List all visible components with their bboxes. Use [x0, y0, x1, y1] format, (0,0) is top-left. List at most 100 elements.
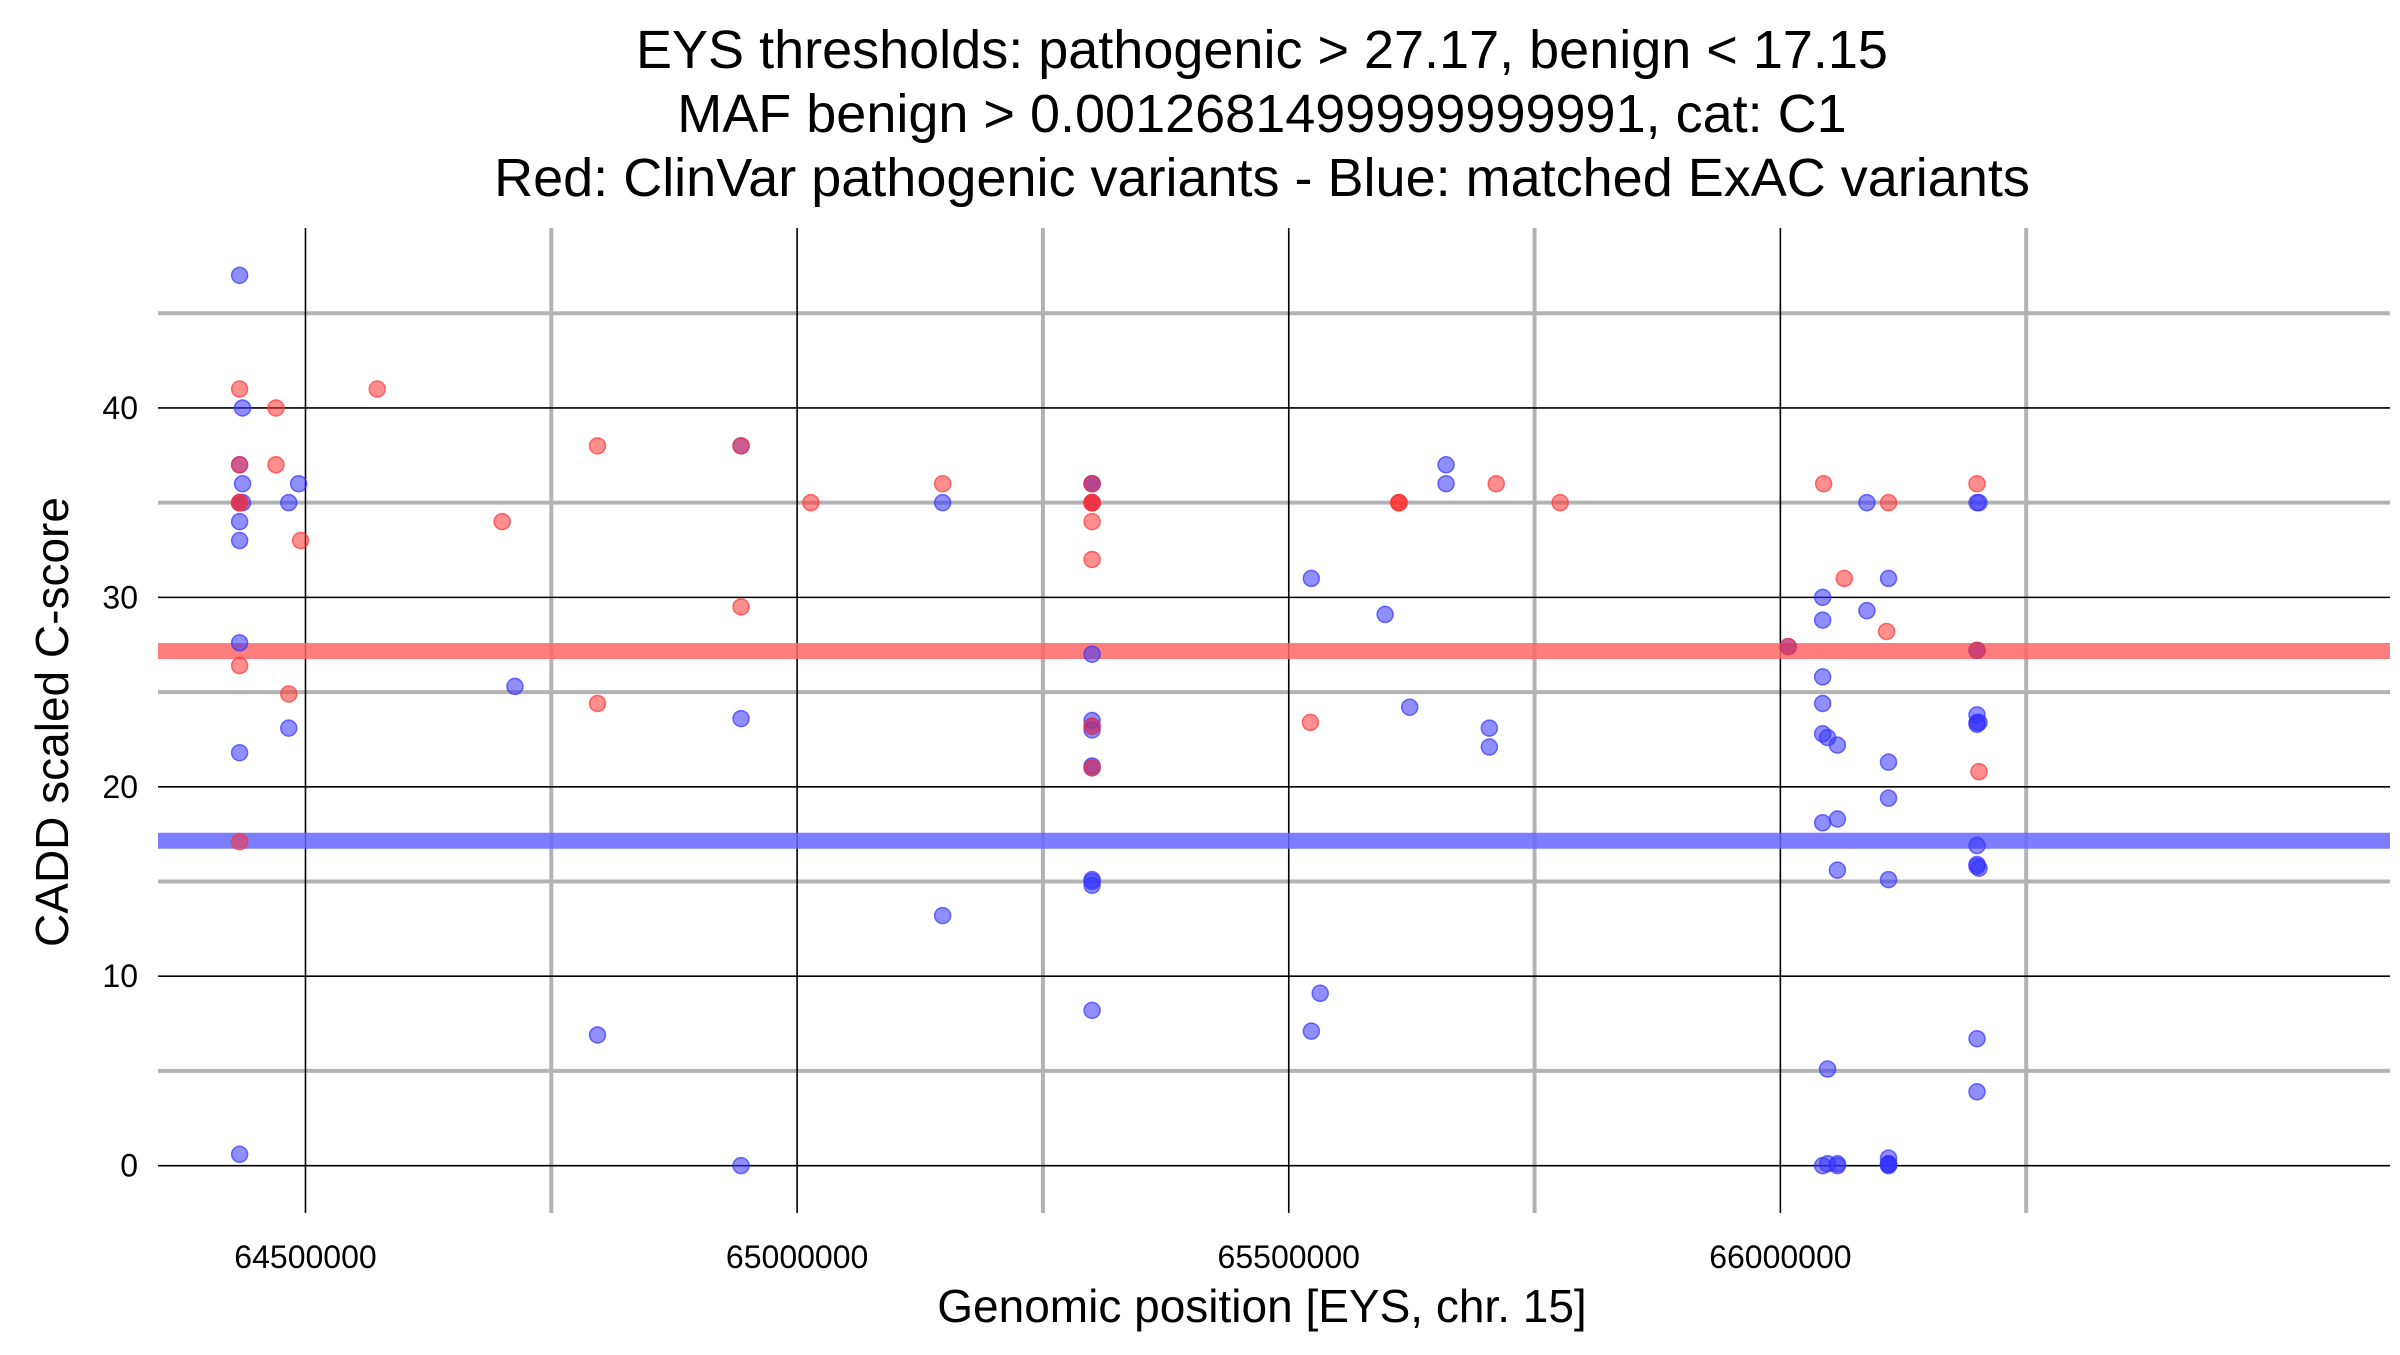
data-point-series-1 — [1879, 870, 1898, 889]
data-point-series-1 — [280, 493, 298, 512]
data-point-series-2 — [1779, 637, 1797, 656]
tick-labels-layer: 64500000 65000000 65500000 66000000 0 10 20 30 4… — [102, 390, 1851, 1275]
data-point-series-2 — [230, 493, 249, 512]
data-point-series-1 — [230, 266, 249, 285]
data-point-series-1 — [233, 474, 252, 493]
data-point-series-1 — [230, 531, 249, 550]
data-point-series-2 — [368, 380, 387, 398]
data-point-series-1 — [1813, 694, 1832, 713]
data-point-series-2 — [1083, 759, 1101, 777]
data-point-series-2 — [1835, 569, 1854, 588]
data-point-series-1 — [732, 1156, 750, 1175]
data-point-series-1 — [588, 1026, 607, 1044]
chart-title-line-1: EYS thresholds: pathogenic > 27.17, beni… — [636, 20, 1888, 80]
data-point-series-1 — [1968, 1083, 1986, 1101]
data-point-series-1 — [1083, 872, 1101, 891]
data-point-series-1 — [1083, 645, 1101, 663]
data-point-series-1 — [1968, 836, 1986, 855]
data-point-series-1 — [1302, 1022, 1321, 1040]
data-point-series-1 — [1858, 493, 1876, 512]
data-point-series-1 — [1879, 753, 1898, 771]
data-point-series-1 — [230, 634, 249, 652]
data-point-series-2 — [732, 598, 750, 616]
data-point-series-1 — [1970, 859, 1988, 877]
data-point-series-1 — [230, 512, 249, 531]
data-point-series-2 — [588, 694, 607, 713]
data-point-series-1 — [506, 677, 524, 696]
data-point-series-2 — [291, 531, 310, 550]
grid-layer — [158, 228, 2390, 1213]
data-point-series-1 — [732, 709, 750, 728]
data-point-series-2 — [267, 456, 285, 474]
data-point-series-1 — [1879, 1155, 1898, 1173]
data-point-series-2 — [267, 399, 285, 417]
y-tick-label: 10 — [102, 958, 138, 994]
data-point-series-2 — [230, 380, 249, 398]
y-tick-label: 20 — [102, 769, 138, 805]
data-point-series-2 — [1879, 493, 1898, 512]
data-point-series-1 — [1828, 810, 1847, 828]
data-point-series-2 — [1970, 762, 1988, 781]
data-point-series-1 — [1813, 814, 1832, 832]
data-point-series-1 — [1480, 738, 1499, 756]
chart-title-line-2: MAF benign > 0.0012681499999999991, cat:… — [677, 84, 1846, 144]
data-point-series-2 — [1083, 717, 1101, 735]
data-point-series-1 — [230, 743, 249, 762]
data-point-series-1 — [1813, 668, 1832, 686]
data-point-series-2 — [1487, 474, 1505, 493]
data-point-series-2 — [933, 474, 952, 493]
x-axis-label: Genomic position [EYS, chr. 15] — [937, 1280, 1586, 1332]
data-point-series-1 — [230, 1145, 249, 1164]
data-point-series-2 — [588, 437, 607, 455]
data-point-series-2 — [732, 437, 750, 455]
data-point-series-2 — [1083, 512, 1101, 531]
data-point-series-1 — [1083, 1001, 1101, 1020]
data-point-series-2 — [1083, 474, 1101, 493]
data-point-series-1 — [1302, 569, 1321, 588]
data-point-series-1 — [1437, 474, 1455, 493]
data-point-series-2 — [1877, 622, 1896, 641]
data-point-series-2 — [1551, 493, 1569, 512]
data-point-series-1 — [1818, 1060, 1837, 1078]
data-point-series-1 — [1828, 736, 1847, 754]
data-point-series-1 — [1968, 1029, 1986, 1048]
data-point-series-2 — [1083, 550, 1101, 569]
y-tick-label: 40 — [102, 390, 138, 426]
data-point-series-2 — [493, 512, 511, 531]
data-point-series-1 — [1480, 719, 1499, 737]
y-tick-label: 0 — [120, 1148, 138, 1184]
data-point-series-2 — [280, 685, 298, 703]
data-point-series-1 — [1828, 861, 1847, 879]
data-point-series-1 — [1879, 789, 1898, 807]
data-point-series-1 — [933, 906, 952, 925]
data-point-series-1 — [1311, 984, 1329, 1003]
data-point-series-1 — [1400, 698, 1419, 716]
y-axis-label: CADD scaled C-score — [26, 497, 78, 947]
y-tick-label: 30 — [102, 579, 138, 615]
data-point-series-1 — [233, 399, 252, 417]
data-point-series-2 — [1083, 493, 1101, 512]
data-point-series-1 — [1828, 1156, 1847, 1175]
data-point-series-1 — [1813, 588, 1832, 607]
threshold-layer — [158, 642, 2390, 849]
data-point-series-1 — [1813, 611, 1832, 629]
data-point-series-2 — [1301, 713, 1320, 732]
x-tick-label: 65500000 — [1218, 1239, 1360, 1275]
data-point-series-2 — [1814, 474, 1833, 493]
chart-title-line-3: Red: ClinVar pathogenic variants - Blue:… — [494, 148, 2030, 208]
x-tick-label: 64500000 — [234, 1239, 376, 1275]
data-point-series-1 — [933, 493, 952, 512]
data-point-series-2 — [230, 456, 249, 474]
data-point-series-1 — [1858, 601, 1876, 620]
x-tick-label: 66000000 — [1709, 1239, 1851, 1275]
data-point-series-1 — [1879, 569, 1898, 588]
data-point-series-1 — [1437, 456, 1455, 474]
data-point-series-2 — [230, 832, 249, 851]
data-point-series-2 — [802, 493, 820, 512]
x-tick-label: 65000000 — [726, 1239, 868, 1275]
data-point-series-1 — [289, 474, 308, 493]
data-point-series-1 — [1970, 493, 1988, 512]
data-point-series-2 — [230, 656, 249, 675]
